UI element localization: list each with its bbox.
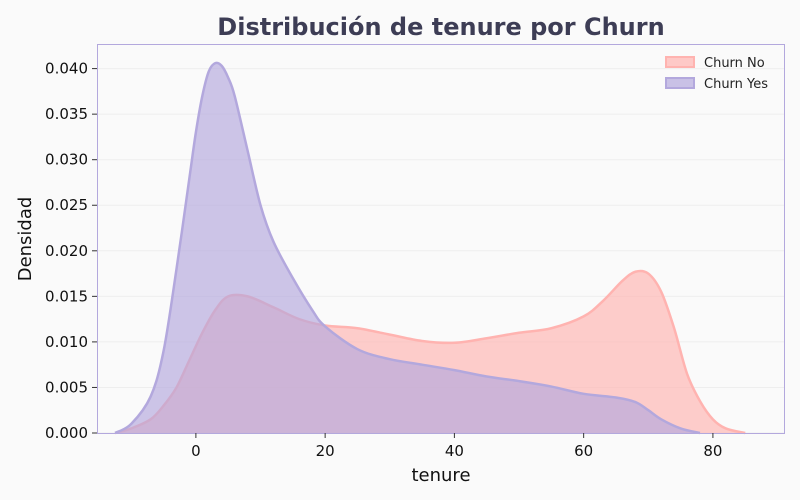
legend-label-churn-yes: Churn Yes bbox=[704, 77, 768, 92]
density-areas bbox=[114, 61, 746, 435]
y-tick-label: 0.010 bbox=[45, 333, 88, 351]
chart-title: Distribución de tenure por Churn bbox=[217, 13, 664, 41]
x-tick-label: 60 bbox=[574, 442, 593, 460]
legend-label-churn-no: Churn No bbox=[704, 56, 765, 71]
line-churn-yes bbox=[114, 61, 701, 435]
y-tick-label: 0.000 bbox=[45, 424, 88, 442]
x-axis-ticks: 0 20 40 60 80 bbox=[191, 433, 722, 460]
y-axis-label: Densidad bbox=[15, 197, 36, 282]
y-tick-label: 0.015 bbox=[45, 287, 88, 305]
legend-swatch-churn-yes bbox=[665, 77, 695, 89]
y-tick-label: 0.020 bbox=[45, 242, 88, 260]
y-tick-label: 0.005 bbox=[45, 378, 88, 396]
legend-swatch-churn-no bbox=[665, 56, 695, 68]
x-tick-label: 20 bbox=[316, 442, 335, 460]
y-tick-label: 0.040 bbox=[45, 60, 88, 78]
y-axis-ticks: 0.000 0.005 0.010 0.015 0.020 0.025 0.030 0.035… bbox=[45, 60, 97, 442]
x-tick-label: 40 bbox=[445, 442, 464, 460]
legend: Churn No Churn Yes bbox=[665, 56, 768, 92]
y-tick-label: 0.035 bbox=[45, 105, 88, 123]
x-tick-label: 0 bbox=[191, 442, 201, 460]
y-tick-label: 0.025 bbox=[45, 196, 88, 214]
area-churn-yes bbox=[115, 62, 700, 433]
plot-frame bbox=[97, 44, 785, 434]
x-tick-label: 80 bbox=[703, 442, 722, 460]
y-tick-label: 0.030 bbox=[45, 151, 88, 169]
x-axis-label: tenure bbox=[411, 465, 470, 486]
